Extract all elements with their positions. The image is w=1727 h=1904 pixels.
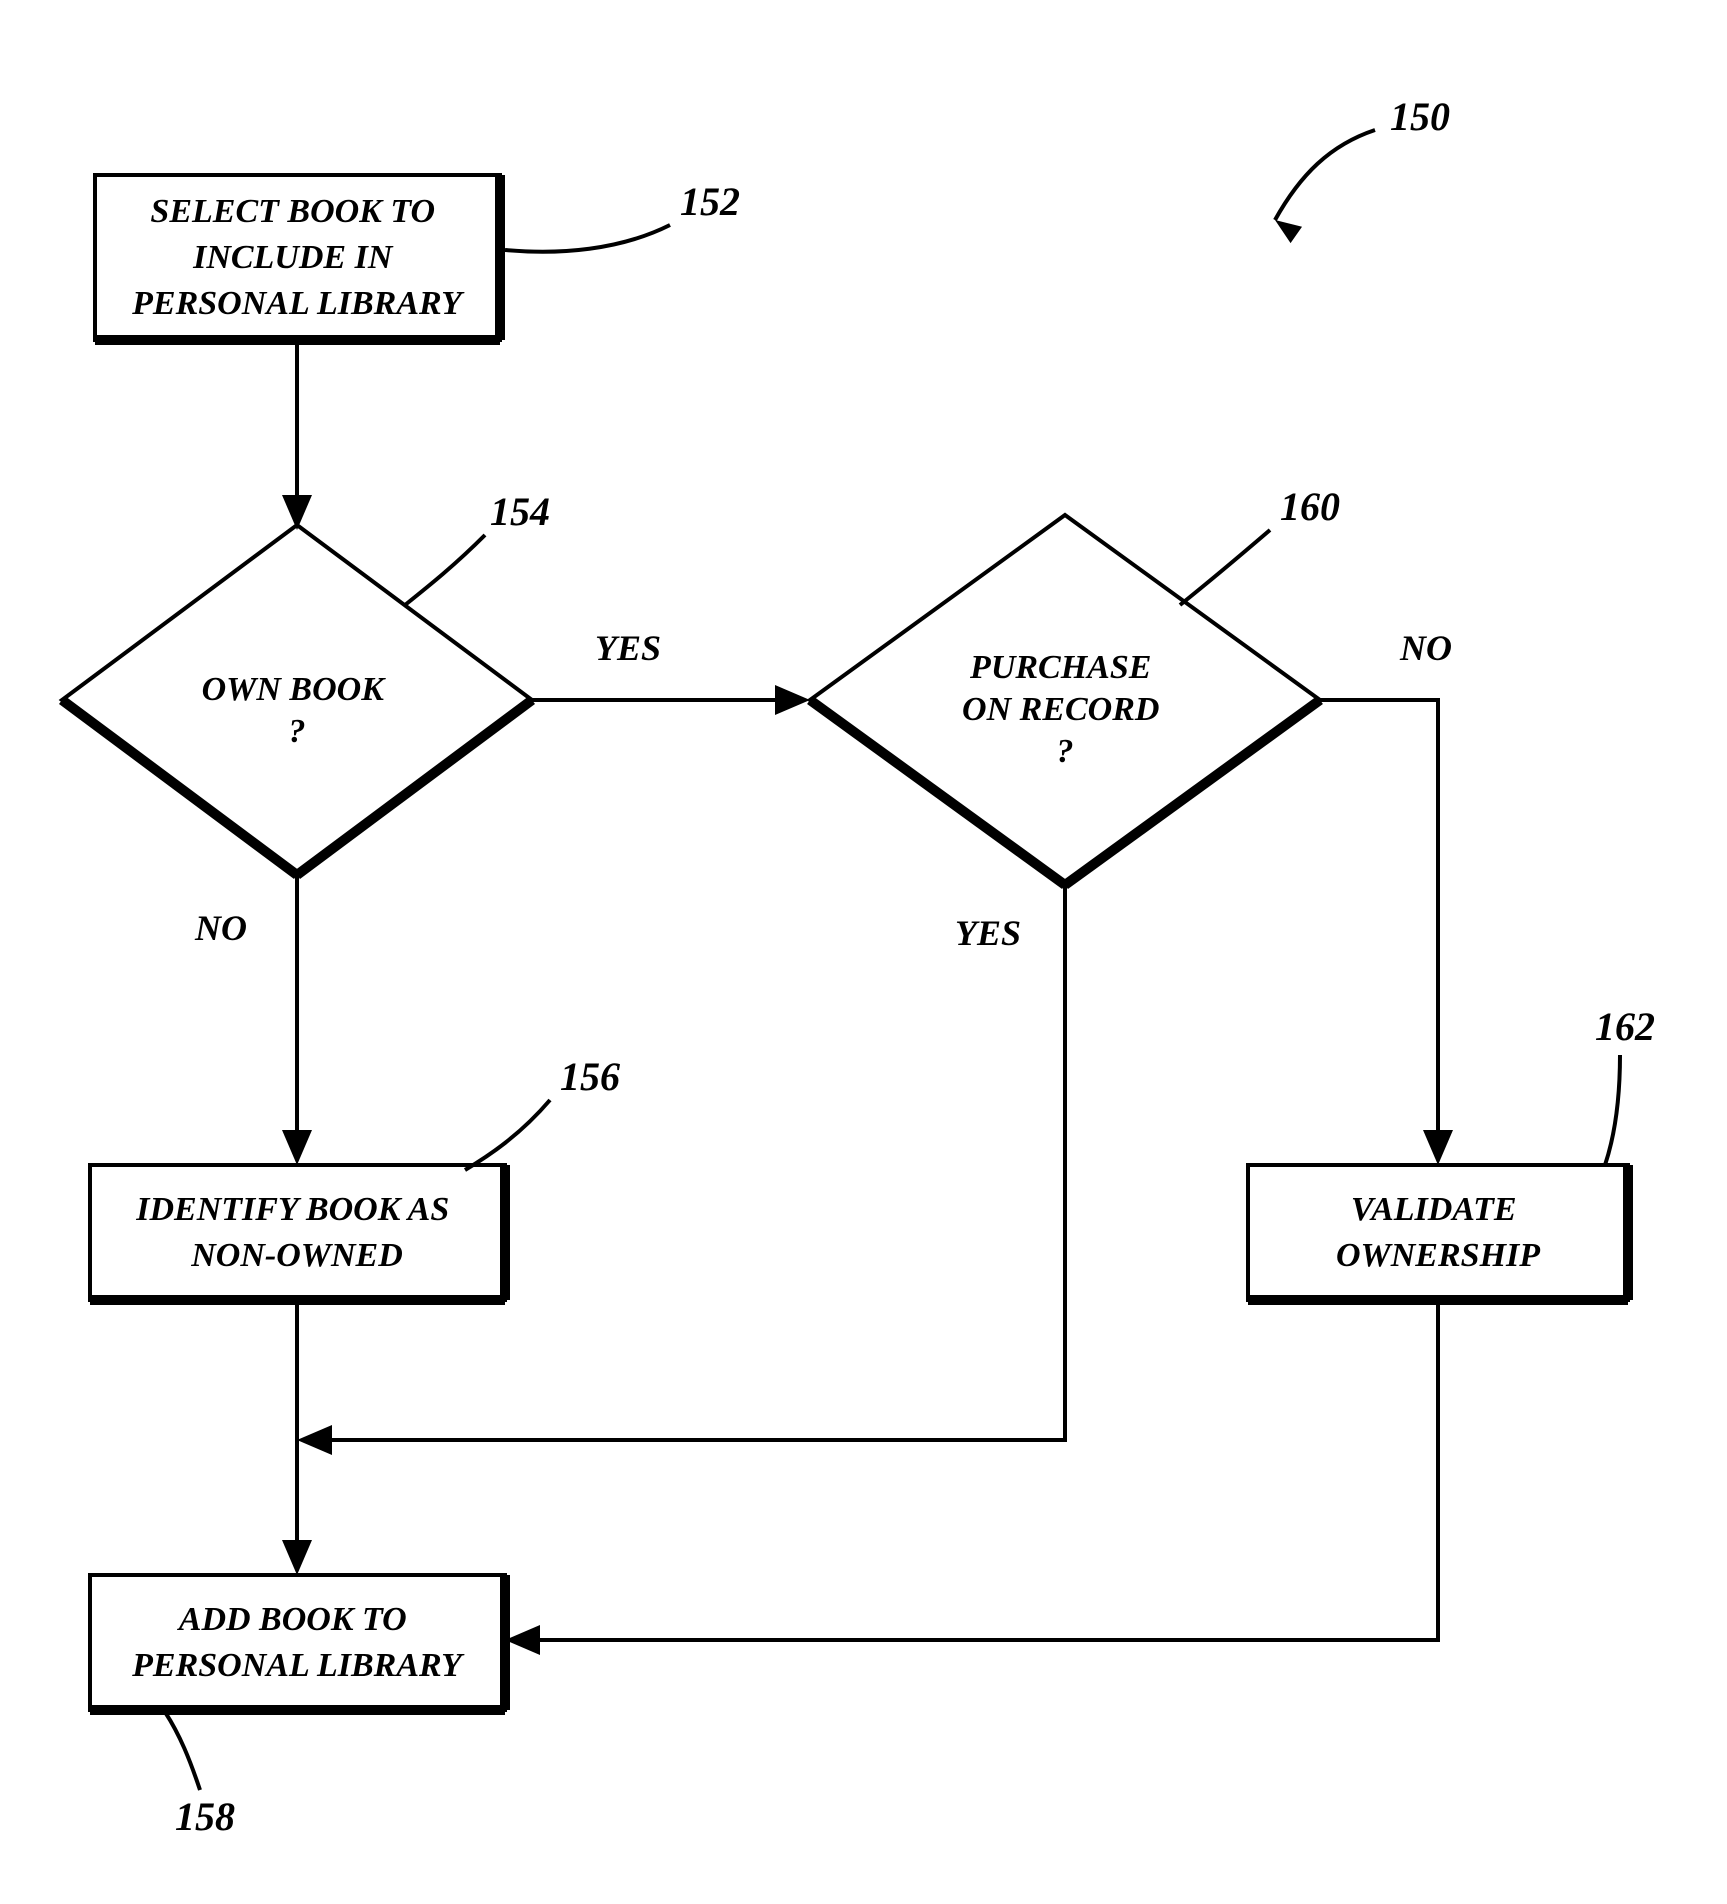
node-validate-ownership: VALIDATE OWNERSHIP xyxy=(1248,1165,1628,1300)
n152-line3: PERSONAL LIBRARY xyxy=(131,285,465,322)
svg-text:156: 156 xyxy=(560,1054,620,1099)
edge-154-no-to-156: NO xyxy=(194,875,312,1165)
svg-text:162: 162 xyxy=(1595,1004,1655,1049)
n162-line2: OWNERSHIP xyxy=(1336,1237,1540,1274)
label-154-yes: YES xyxy=(595,628,661,668)
node-select-book: SELECT BOOK TO INCLUDE IN PERSONAL LIBRA… xyxy=(95,175,500,340)
n152-line1: SELECT BOOK TO xyxy=(150,193,435,230)
n160-line3: ? xyxy=(1057,733,1074,770)
ref-156: 156 xyxy=(465,1054,620,1170)
svg-text:152: 152 xyxy=(680,179,740,224)
ref-162: 162 xyxy=(1595,1004,1655,1165)
n160-line2: ON RECORD xyxy=(962,691,1159,728)
svg-text:158: 158 xyxy=(175,1794,235,1839)
n158-line2: PERSONAL LIBRARY xyxy=(131,1647,465,1684)
n156-line1: IDENTIFY BOOK AS xyxy=(135,1191,449,1228)
n162-line1: VALIDATE xyxy=(1351,1191,1517,1228)
n158-line1: ADD BOOK TO xyxy=(177,1601,407,1638)
ref-154: 154 xyxy=(405,489,550,605)
label-154-no: NO xyxy=(194,908,247,948)
edge-152-to-154 xyxy=(282,340,312,530)
svg-text:154: 154 xyxy=(490,489,550,534)
label-160-no: NO xyxy=(1399,628,1452,668)
edge-160-no-to-162: NO xyxy=(1320,628,1453,1165)
node-add-to-library: ADD BOOK TO PERSONAL LIBRARY xyxy=(90,1575,505,1710)
edge-154-yes-to-160: YES xyxy=(532,628,810,715)
edge-162-to-158 xyxy=(505,1300,1438,1655)
flowchart: SELECT BOOK TO INCLUDE IN PERSONAL LIBRA… xyxy=(0,0,1727,1904)
node-purchase-on-record: PURCHASE ON RECORD ? xyxy=(810,515,1320,885)
n154-line1: OWN BOOK xyxy=(202,671,387,708)
ref-158: 158 xyxy=(165,1712,235,1839)
n160-line1: PURCHASE xyxy=(969,649,1151,686)
ref-152: 152 xyxy=(505,179,740,252)
ref-160: 160 xyxy=(1180,484,1340,605)
svg-text:160: 160 xyxy=(1280,484,1340,529)
svg-text:150: 150 xyxy=(1390,94,1450,139)
ref-150: 150 xyxy=(1269,94,1450,243)
label-160-yes: YES xyxy=(955,913,1021,953)
node-identify-non-owned: IDENTIFY BOOK AS NON-OWNED xyxy=(90,1165,505,1300)
n156-line2: NON-OWNED xyxy=(190,1237,403,1274)
node-own-book: OWN BOOK ? xyxy=(62,525,532,875)
n152-line2: INCLUDE IN xyxy=(192,239,394,276)
n154-line2: ? xyxy=(289,713,306,750)
